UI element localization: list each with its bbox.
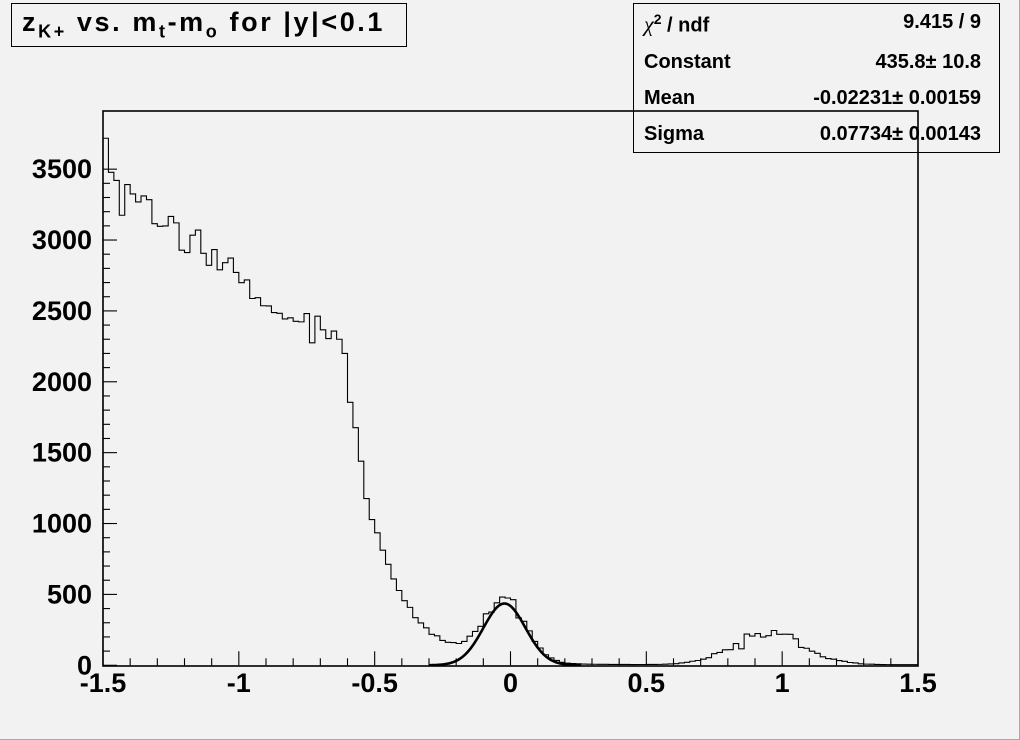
svg-text:2500: 2500 <box>32 296 92 326</box>
svg-text:1000: 1000 <box>32 509 92 539</box>
svg-text:-1: -1 <box>227 668 251 698</box>
svg-text:2000: 2000 <box>32 367 92 397</box>
svg-text:500: 500 <box>47 579 92 609</box>
svg-text:1: 1 <box>775 668 790 698</box>
svg-text:3500: 3500 <box>32 154 92 184</box>
svg-text:1500: 1500 <box>32 438 92 468</box>
svg-text:-0.5: -0.5 <box>351 668 398 698</box>
svg-text:3000: 3000 <box>32 225 92 255</box>
svg-text:0: 0 <box>77 650 92 680</box>
svg-text:1.5: 1.5 <box>899 668 937 698</box>
svg-text:0: 0 <box>503 668 518 698</box>
svg-text:0.5: 0.5 <box>628 668 666 698</box>
